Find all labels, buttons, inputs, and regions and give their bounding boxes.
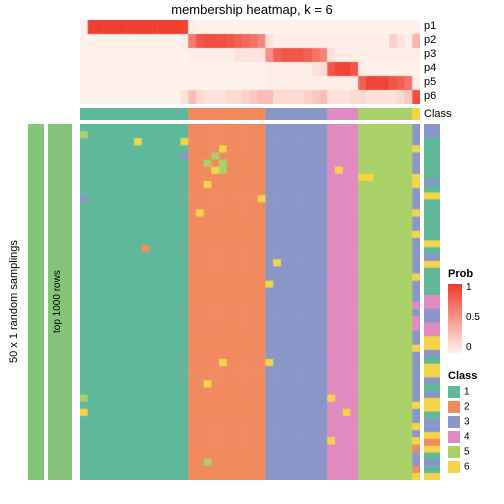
row-label-class: Class <box>424 108 452 120</box>
class-legend-item-6: 6 <box>448 461 470 476</box>
class-legend-item-5: 5 <box>448 446 470 461</box>
class-legend-item-4: 4 <box>448 431 470 446</box>
row-label-p6: p6 <box>424 90 436 102</box>
class-legend-item-1: 1 <box>448 386 470 401</box>
main-heatmap <box>80 124 420 480</box>
rows-label: top 1000 rows <box>52 252 63 352</box>
row-label-p1: p1 <box>424 20 436 32</box>
right-annotation-track <box>424 124 440 480</box>
class-legend-item-2: 2 <box>448 401 470 416</box>
class-legend-title: Class <box>448 370 477 382</box>
row-label-p4: p4 <box>424 62 436 74</box>
prob-colorbar <box>448 284 462 354</box>
class-legend: 123456 <box>448 386 470 476</box>
prob-legend-title: Prob <box>448 268 473 280</box>
row-label-p3: p3 <box>424 48 436 60</box>
prob-tick: 1 <box>466 282 472 293</box>
row-label-p5: p5 <box>424 76 436 88</box>
class-legend-item-3: 3 <box>448 416 470 431</box>
probability-heatmap <box>80 20 420 104</box>
chart-title: membership heatmap, k = 6 <box>0 2 504 17</box>
sampling-sidebar <box>28 124 44 480</box>
sampling-label: 50 x 1 random samplings <box>8 222 20 382</box>
class-annotation-bar <box>80 108 420 120</box>
prob-tick: 0.5 <box>466 312 480 323</box>
prob-tick: 0 <box>466 342 472 353</box>
row-label-p2: p2 <box>424 34 436 46</box>
